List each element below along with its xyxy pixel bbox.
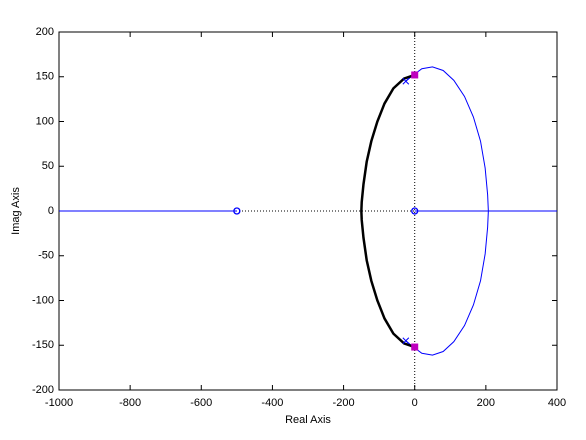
- x-tick-label: -1000: [45, 397, 73, 409]
- selected-point: [411, 71, 419, 79]
- locus-branch: [360, 73, 416, 349]
- x-tick-label: 200: [477, 397, 495, 409]
- x-tick-label: 0: [412, 397, 418, 409]
- y-tick-label: 100: [36, 115, 54, 127]
- y-tick-label: -50: [38, 250, 54, 262]
- pole-marker: [402, 77, 410, 85]
- selected-point: [411, 343, 419, 351]
- y-tick-label: 0: [48, 205, 54, 217]
- y-tick-label: 50: [42, 160, 54, 172]
- x-axis-label: Real Axis: [285, 414, 331, 426]
- x-tick-label: -200: [333, 397, 355, 409]
- y-tick-label: -100: [32, 294, 54, 306]
- y-tick-label: 200: [36, 26, 54, 38]
- x-tick-label: -600: [190, 397, 212, 409]
- x-tick-label: -800: [119, 397, 141, 409]
- pole-marker: [402, 337, 410, 345]
- x-tick-label: 400: [548, 397, 566, 409]
- y-tick-label: -200: [32, 384, 54, 396]
- zero-marker: [411, 207, 419, 215]
- zero-marker: [233, 207, 241, 215]
- y-tick-label: -150: [32, 339, 54, 351]
- x-tick-label: -400: [261, 397, 283, 409]
- locus-branch: [405, 66, 489, 356]
- y-axis-label: Imag Axis: [10, 187, 22, 235]
- y-tick-label: 150: [36, 71, 54, 83]
